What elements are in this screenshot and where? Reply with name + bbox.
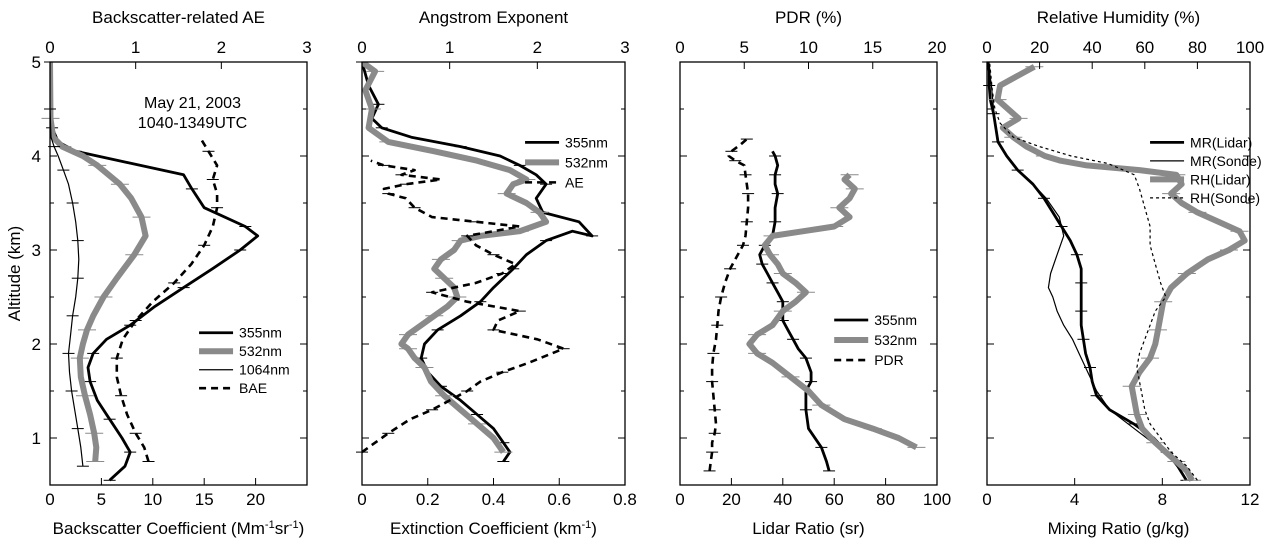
label-part: Lidar Ratio (sr) — [752, 519, 864, 538]
legend-label: PDR — [874, 352, 904, 368]
annotation-text: 1040-1349UTC — [138, 115, 247, 132]
series-line-mr-sonde- — [987, 62, 1194, 481]
legend-label: 355nm — [239, 325, 282, 341]
top-tick-label: 1 — [131, 38, 140, 57]
y-tick-label: 2 — [32, 335, 41, 354]
x-tick-label: 0.8 — [613, 490, 637, 509]
legend-label: 532nm — [874, 332, 917, 348]
label-part: ) — [299, 519, 305, 538]
top-tick-label: 2 — [217, 38, 226, 57]
x-tick-label: 10 — [143, 490, 162, 509]
x-tick-label: 15 — [195, 490, 214, 509]
label-superscript: -1 — [289, 519, 299, 531]
top-tick-label: 2 — [533, 38, 542, 57]
series-line-mr-lidar- — [987, 62, 1188, 482]
top-tick-label: 0 — [982, 38, 991, 57]
label-superscript: -1 — [582, 519, 592, 531]
y-tick-label: 1 — [32, 429, 41, 448]
top-tick-label: 0 — [45, 38, 54, 57]
x-tick-label: 0.6 — [547, 490, 571, 509]
top-tick-label: 3 — [620, 38, 629, 57]
panel-frame — [361, 61, 626, 486]
top-tick-label: 0 — [357, 38, 366, 57]
x-tick-label: 40 — [773, 490, 792, 509]
label-part: Extinction Coefficient (km — [390, 519, 581, 538]
top-tick-label: 20 — [1030, 38, 1049, 57]
series-line-ae — [362, 159, 565, 454]
legend-label: MR(Lidar) — [1190, 134, 1252, 150]
label-part: ) — [591, 519, 597, 538]
x-tick-label: 4 — [1070, 490, 1079, 509]
y-axis-label: Altitude (km) — [5, 226, 24, 321]
series-line-355nm — [362, 62, 594, 463]
series-line-1064nm — [50, 108, 84, 467]
label-part: sr — [275, 519, 290, 538]
x-tick-label: 0.2 — [416, 490, 440, 509]
legend-label: RH(Lidar) — [1190, 171, 1251, 187]
x-tick-label: 0 — [357, 490, 366, 509]
top-tick-label: 0 — [675, 38, 684, 57]
x-tick-label: 80 — [876, 490, 895, 509]
legend-label: 532nm — [565, 154, 608, 170]
label-part: Mixing Ratio (g/kg) — [1048, 519, 1190, 538]
legend-label: 355nm — [874, 312, 917, 328]
series-line-rh-sonde- — [989, 62, 1198, 481]
legend-label: RH(Sonde) — [1190, 190, 1260, 206]
top-tick-label: 5 — [740, 38, 749, 57]
bottom-axis-label: Lidar Ratio (sr) — [752, 519, 864, 538]
panel-frame — [49, 61, 308, 486]
x-tick-label: 0 — [45, 490, 54, 509]
panel-frame — [986, 61, 1251, 486]
series-line-532nm — [50, 62, 149, 462]
legend-label: 532nm — [239, 343, 282, 359]
top-tick-label: 1 — [445, 38, 454, 57]
x-tick-label: 8 — [1158, 490, 1167, 509]
top-axis-label: Angstrom Exponent — [419, 8, 569, 27]
legend-label: 355nm — [565, 134, 608, 150]
y-tick-label: 5 — [32, 53, 41, 72]
x-tick-label: 60 — [825, 490, 844, 509]
label-superscript: -1 — [265, 519, 275, 531]
bottom-axis-label: Mixing Ratio (g/kg) — [1048, 519, 1190, 538]
label-part: Backscatter Coefficient (Mm — [53, 519, 265, 538]
top-tick-label: 60 — [1135, 38, 1154, 57]
x-tick-label: 100 — [923, 490, 951, 509]
annotation-text: May 21, 2003 — [144, 95, 241, 112]
x-tick-label: 12 — [1241, 490, 1260, 509]
series-line-532nm — [362, 62, 550, 454]
x-tick-label: 20 — [722, 490, 741, 509]
top-tick-label: 80 — [1188, 38, 1207, 57]
x-tick-label: 0 — [982, 490, 991, 509]
x-tick-label: 5 — [97, 490, 106, 509]
y-tick-label: 3 — [32, 241, 41, 260]
top-tick-label: 10 — [799, 38, 818, 57]
top-tick-label: 100 — [1236, 38, 1264, 57]
series-line-pdr — [708, 138, 750, 472]
top-tick-label: 15 — [863, 38, 882, 57]
bottom-axis-label: Extinction Coefficient (km-1) — [390, 519, 597, 538]
legend-label: AE — [565, 174, 584, 190]
top-axis-label: Backscatter-related AE — [92, 8, 265, 27]
legend-label: 1064nm — [239, 362, 290, 378]
x-tick-label: 0 — [675, 490, 684, 509]
bottom-axis-label: Backscatter Coefficient (Mm-1sr-1) — [53, 519, 305, 538]
top-tick-label: 3 — [302, 38, 311, 57]
top-tick-label: 20 — [928, 38, 947, 57]
series-line-rh-lidar- — [994, 64, 1248, 482]
top-axis-label: PDR (%) — [775, 8, 842, 27]
series-line-355nm — [758, 150, 831, 472]
y-tick-label: 4 — [32, 147, 41, 166]
x-tick-label: 0.4 — [482, 490, 506, 509]
legend-label: BAE — [239, 380, 267, 396]
x-tick-label: 20 — [246, 490, 265, 509]
legend-label: MR(Sonde) — [1190, 153, 1262, 169]
top-tick-label: 40 — [1083, 38, 1102, 57]
top-axis-label: Relative Humidity (%) — [1037, 8, 1200, 27]
